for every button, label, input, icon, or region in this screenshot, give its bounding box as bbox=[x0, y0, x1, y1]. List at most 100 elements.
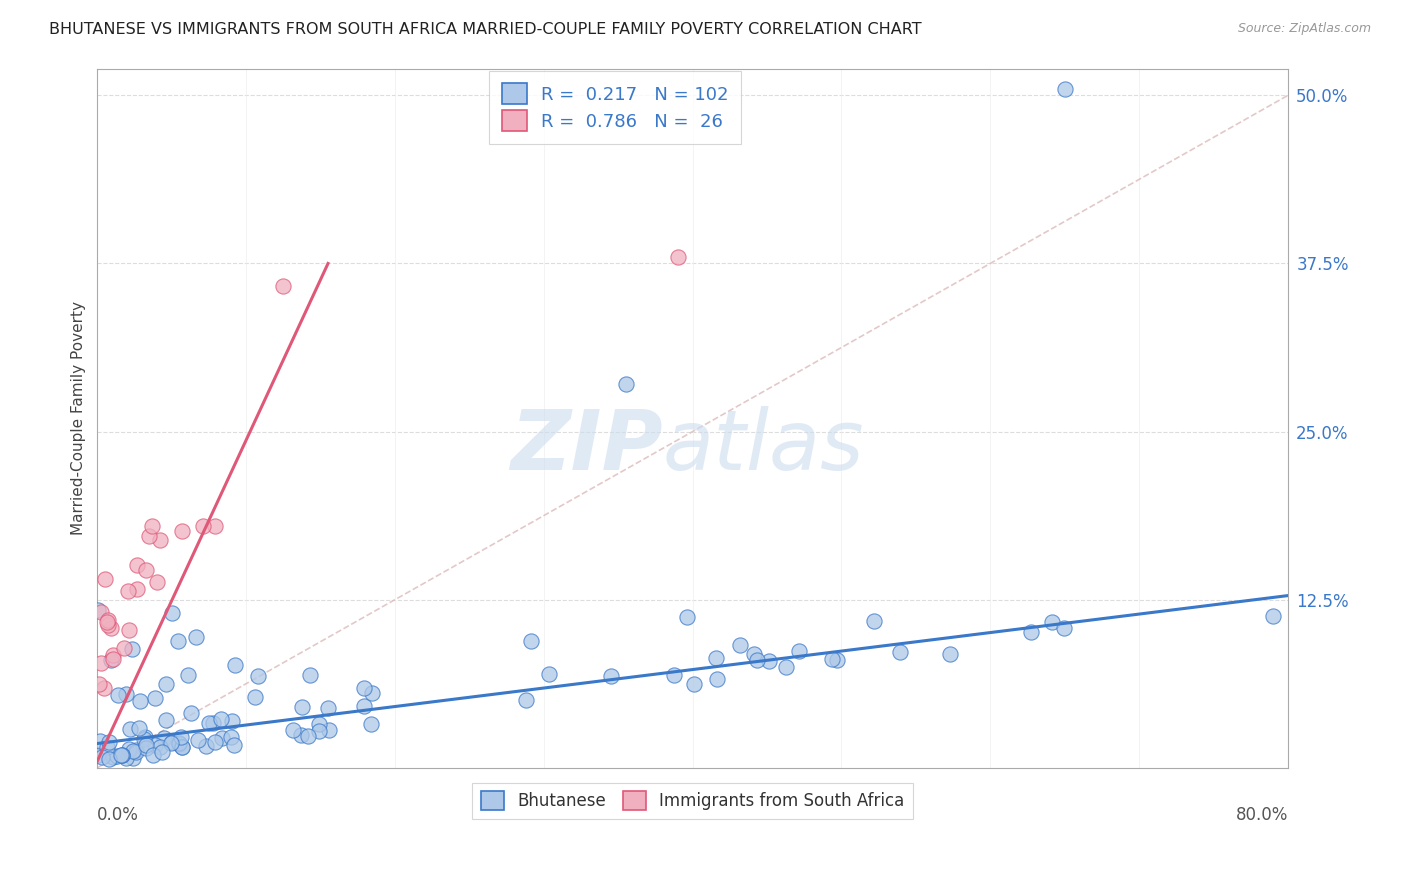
Point bbox=[150, 745, 173, 759]
Y-axis label: Married-Couple Family Poverty: Married-Couple Family Poverty bbox=[72, 301, 86, 535]
Text: Source: ZipAtlas.com: Source: ZipAtlas.com bbox=[1237, 22, 1371, 36]
Point bbox=[273, 279, 295, 293]
Point bbox=[97, 613, 120, 627]
Point bbox=[100, 653, 122, 667]
Text: 80.0%: 80.0% bbox=[1236, 806, 1288, 824]
Point bbox=[111, 747, 134, 762]
Point bbox=[202, 716, 225, 731]
Point bbox=[115, 687, 138, 701]
Point bbox=[683, 676, 706, 690]
Point bbox=[600, 669, 623, 683]
Point bbox=[114, 751, 136, 765]
Point bbox=[167, 633, 190, 648]
Point bbox=[219, 731, 242, 745]
Point bbox=[170, 739, 193, 754]
Point bbox=[97, 617, 120, 632]
Point bbox=[191, 518, 214, 533]
Point bbox=[515, 692, 537, 706]
Point bbox=[283, 723, 305, 737]
Point bbox=[170, 524, 193, 539]
Point bbox=[118, 742, 141, 756]
Point bbox=[742, 647, 765, 661]
Point bbox=[224, 658, 246, 673]
Point bbox=[194, 739, 217, 753]
Point bbox=[186, 733, 208, 747]
Point bbox=[91, 749, 114, 764]
Point bbox=[105, 748, 128, 763]
Point bbox=[1040, 615, 1063, 629]
Point bbox=[94, 573, 117, 587]
Point bbox=[135, 563, 157, 577]
Point bbox=[537, 666, 560, 681]
Text: ZIP: ZIP bbox=[510, 406, 662, 486]
Point bbox=[1053, 81, 1076, 95]
Point bbox=[318, 723, 340, 737]
Point bbox=[180, 706, 202, 721]
Point bbox=[127, 582, 149, 596]
Point bbox=[353, 681, 375, 696]
Point bbox=[353, 699, 375, 714]
Point bbox=[211, 731, 233, 745]
Point bbox=[177, 668, 200, 682]
Point bbox=[110, 747, 132, 762]
Point bbox=[101, 750, 124, 764]
Point bbox=[787, 644, 810, 658]
Point bbox=[134, 730, 156, 744]
Point bbox=[939, 647, 962, 661]
Point bbox=[243, 690, 266, 704]
Text: BHUTANESE VS IMMIGRANTS FROM SOUTH AFRICA MARRIED-COUPLE FAMILY POVERTY CORRELAT: BHUTANESE VS IMMIGRANTS FROM SOUTH AFRIC… bbox=[49, 22, 922, 37]
Point bbox=[121, 744, 143, 758]
Point bbox=[184, 631, 207, 645]
Point bbox=[121, 641, 143, 656]
Point bbox=[96, 739, 118, 754]
Point bbox=[520, 634, 543, 648]
Point bbox=[825, 653, 848, 667]
Point bbox=[155, 676, 177, 690]
Point bbox=[134, 732, 156, 747]
Point bbox=[728, 638, 751, 652]
Legend: Bhutanese, Immigrants from South Africa: Bhutanese, Immigrants from South Africa bbox=[472, 783, 912, 819]
Point bbox=[98, 751, 121, 765]
Point bbox=[775, 660, 797, 674]
Point bbox=[676, 610, 699, 624]
Point bbox=[291, 700, 314, 714]
Point bbox=[290, 728, 312, 742]
Point bbox=[90, 605, 112, 619]
Point bbox=[87, 603, 110, 617]
Point bbox=[107, 688, 129, 702]
Point bbox=[129, 694, 152, 708]
Text: atlas: atlas bbox=[662, 406, 865, 486]
Point bbox=[889, 645, 911, 659]
Point bbox=[121, 751, 143, 765]
Point bbox=[145, 574, 167, 589]
Point bbox=[125, 745, 148, 759]
Point bbox=[127, 558, 149, 572]
Point bbox=[221, 714, 243, 728]
Point bbox=[308, 717, 330, 731]
Point bbox=[197, 716, 219, 731]
Point bbox=[758, 654, 780, 668]
Point bbox=[125, 742, 148, 756]
Point bbox=[141, 518, 163, 533]
Point bbox=[138, 529, 160, 543]
Point bbox=[204, 735, 226, 749]
Point bbox=[149, 739, 172, 754]
Point bbox=[90, 656, 112, 670]
Point bbox=[167, 737, 190, 751]
Point bbox=[360, 717, 382, 731]
Point bbox=[89, 734, 111, 748]
Point bbox=[308, 723, 330, 738]
Point bbox=[706, 650, 728, 665]
Point bbox=[209, 712, 232, 726]
Point bbox=[111, 747, 134, 762]
Point bbox=[297, 729, 319, 743]
Point bbox=[100, 621, 122, 635]
Point bbox=[87, 747, 110, 762]
Point bbox=[360, 686, 382, 700]
Point bbox=[155, 714, 177, 728]
Point bbox=[1053, 621, 1076, 635]
Point bbox=[299, 668, 322, 682]
Text: 0.0%: 0.0% bbox=[97, 806, 139, 824]
Point bbox=[666, 250, 689, 264]
Point bbox=[246, 668, 269, 682]
